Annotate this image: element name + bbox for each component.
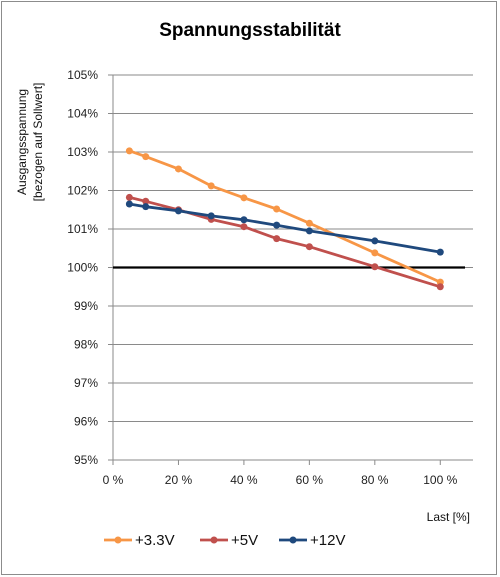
x-tick-labels: 0 % 20 % 40 % 60 % 80 % 100 % — [103, 473, 458, 487]
data-point-12v — [436, 248, 444, 256]
data-point-12v — [273, 221, 281, 229]
data-point-5v — [240, 223, 248, 231]
data-point-33v — [273, 205, 281, 213]
y-tick-label: 98% — [74, 338, 98, 352]
y-tick-label: 105% — [67, 68, 98, 82]
legend-marker-12v — [289, 536, 297, 544]
y-tick-label: 103% — [67, 145, 98, 159]
data-point-5v — [142, 197, 150, 205]
x-tick-label: 40 % — [230, 473, 258, 487]
y-tick-label: 99% — [74, 299, 98, 313]
data-point-33v — [240, 194, 248, 202]
y-tick-label: 101% — [67, 222, 98, 236]
legend-marker-33v — [114, 536, 122, 544]
y-tick-label: 97% — [74, 376, 98, 390]
y-tick-label: 104% — [67, 107, 98, 121]
data-point-12v — [305, 227, 313, 235]
x-tick-label: 0 % — [103, 473, 124, 487]
y-tick-label: 100% — [67, 261, 98, 275]
y-tick-label: 102% — [67, 184, 98, 198]
data-point-33v — [207, 182, 215, 190]
data-point-33v — [305, 219, 313, 227]
series-layer — [125, 147, 444, 291]
chart-title: Spannungsstabilität — [159, 20, 341, 41]
x-tick-label: 80 % — [361, 473, 389, 487]
data-point-12v — [240, 216, 248, 224]
x-axis-label: Last [%] — [427, 510, 470, 524]
axes — [112, 75, 473, 465]
data-point-33v — [142, 153, 150, 161]
data-point-5v — [273, 235, 281, 243]
data-point-33v — [371, 249, 379, 257]
x-tick-label: 20 % — [165, 473, 193, 487]
data-point-33v — [125, 147, 133, 155]
data-point-12v — [142, 203, 150, 211]
y-axis-label-line2: [bezogen auf Sollwert] — [31, 83, 45, 202]
y-tick-label: 96% — [74, 415, 98, 429]
x-tick-label: 100 % — [423, 473, 457, 487]
data-point-5v — [305, 243, 313, 251]
y-tick-label: 95% — [74, 453, 98, 467]
x-tick-label: 60 % — [296, 473, 324, 487]
data-point-12v — [174, 207, 182, 215]
data-point-33v — [174, 165, 182, 173]
legend-label-33v: +3.3V — [135, 532, 175, 549]
y-axis-label-line1: Ausgangsspannung — [15, 89, 29, 195]
data-point-12v — [125, 200, 133, 208]
data-point-5v — [436, 283, 444, 291]
legend-label-12v: +12V — [310, 532, 345, 549]
y-tick-labels: 95% 96% 97% 98% 99% 100% 101% 102% 103% 104% 105% — [67, 68, 98, 467]
y-axis-label: Ausgangsspannung [bezogen auf Sollwert] — [15, 83, 45, 202]
data-point-12v — [207, 212, 215, 220]
legend-marker-5v — [210, 536, 218, 544]
legend: +3.3V +5V +12V — [104, 532, 345, 549]
legend-label-5v: +5V — [231, 532, 258, 549]
data-point-5v — [125, 193, 133, 201]
data-point-5v — [371, 263, 379, 271]
data-point-12v — [371, 237, 379, 245]
